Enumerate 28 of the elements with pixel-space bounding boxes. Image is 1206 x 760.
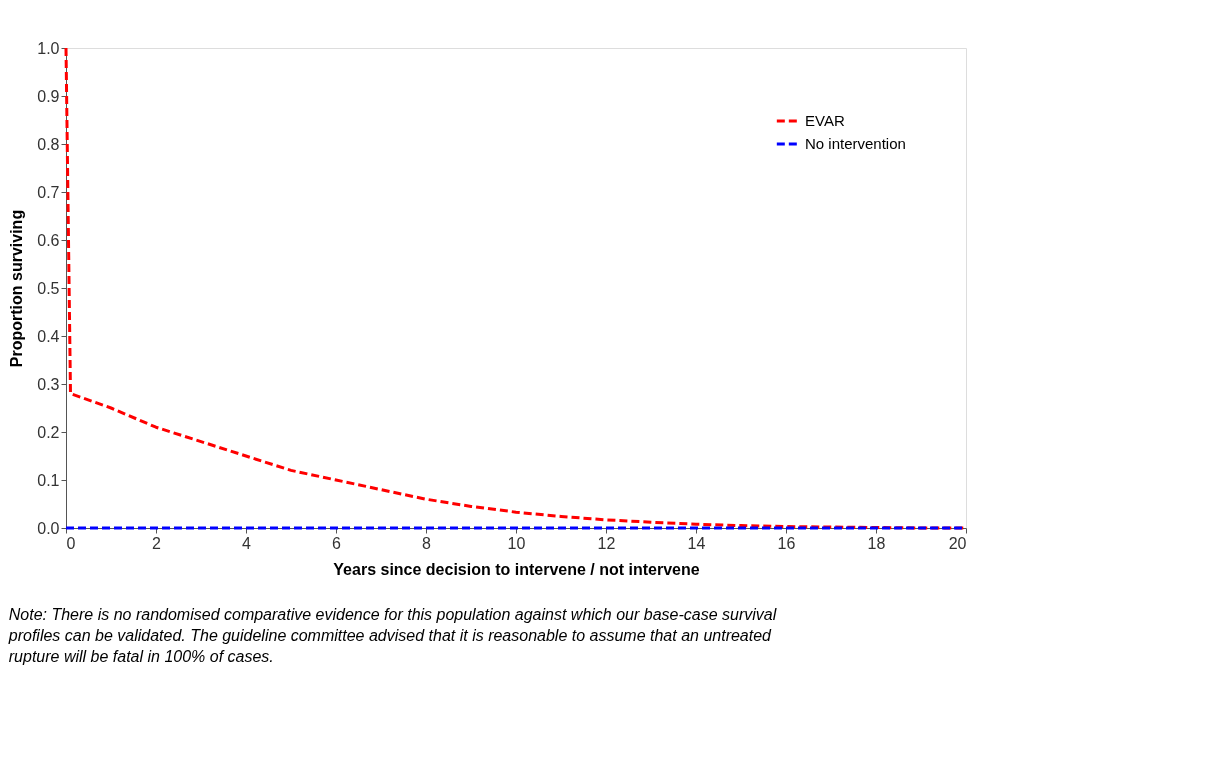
- y-tick-label: 0.6: [37, 231, 60, 249]
- y-tick-label: 0.1: [37, 471, 60, 489]
- x-tick-label: 8: [422, 534, 432, 552]
- legend-label: EVAR: [805, 112, 845, 129]
- x-tick-label: 20: [948, 534, 967, 552]
- y-tick-label: 1.0: [37, 39, 60, 57]
- legend-label: No intervention: [805, 135, 906, 152]
- x-tick-label: 16: [777, 534, 796, 552]
- y-tick-label: 0.5: [37, 279, 60, 297]
- x-tick-label: 10: [507, 534, 526, 552]
- text: Note: There is no randomised comparative evidence for this population against which our base-case survival profiles can be validated. The guideline committee advised that it is reasonable to assume that an untreated rupture will be fatal in 100% of cases.: [7, 606, 777, 665]
- x-tick-label: 0: [66, 534, 76, 552]
- x-tick-label: 14: [687, 534, 706, 552]
- x-tick-label: 12: [597, 534, 616, 552]
- y-tick-label: 0.0: [37, 519, 60, 537]
- y-tick-label: 0.2: [37, 423, 60, 441]
- x-tick-label: 6: [332, 534, 342, 552]
- x-tick-label: 4: [242, 534, 252, 552]
- x-axis-title: Years since decision to intervene / not intervene: [333, 560, 700, 578]
- x-tick-label: 2: [152, 534, 162, 552]
- line-series: [64, 46, 968, 530]
- y-tick-label: 0.7: [37, 183, 60, 201]
- y-axis-title: Proportion surviving: [8, 209, 26, 368]
- x-tick-label: 18: [867, 534, 886, 552]
- y-tick-label: 0.9: [37, 87, 60, 105]
- y-tick-label: 0.3: [37, 375, 60, 393]
- y-tick-label: 0.8: [37, 135, 60, 153]
- y-tick-label: 0.4: [37, 327, 60, 345]
